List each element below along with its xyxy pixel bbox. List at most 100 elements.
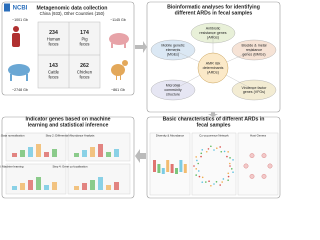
- analysis-title: Bioinformatic analyses for identifying: [167, 4, 260, 10]
- size-label: ~861 Gb: [111, 88, 125, 92]
- indicator-title: learning and statistical inference: [28, 122, 109, 128]
- pig-icon: [109, 33, 129, 48]
- network-node: [200, 152, 203, 155]
- host-node: [249, 174, 255, 179]
- sub-panel-title: Co-occurrence Network: [199, 134, 229, 138]
- arrow: [208, 112, 218, 117]
- network-node: [229, 162, 231, 165]
- network-node: [210, 184, 212, 187]
- characteristics-title: fecal samples: [196, 122, 230, 128]
- network-node: [201, 181, 204, 183]
- step-label: Step 2: Differential Abundance Analysis: [46, 134, 95, 138]
- arrow: [135, 149, 146, 163]
- cell-label: Chicken: [77, 70, 93, 75]
- step-glyph: [90, 180, 95, 190]
- item-label: resistance: [246, 48, 262, 52]
- sub-panel: [237, 132, 279, 196]
- network-node: [195, 168, 198, 170]
- cell-label: feces: [79, 42, 89, 47]
- step-glyph: [36, 177, 41, 190]
- step-glyph: [74, 153, 79, 157]
- step-glyph: [82, 150, 87, 157]
- logo-icon: [4, 3, 10, 12]
- host-node: [261, 153, 267, 158]
- indicator-title: Indicator genes based on machine: [25, 116, 110, 122]
- step-glyph: [36, 144, 41, 157]
- box-glyph: [166, 160, 170, 172]
- network-node: [195, 174, 197, 176]
- graphical-abstract: NCBI Metagenomic data collection China (…: [0, 1, 281, 199]
- network-node: [198, 175, 201, 178]
- host-node: [249, 153, 255, 158]
- item-label: Antibiotic: [206, 27, 221, 31]
- cell-label: Pig: [81, 37, 88, 42]
- center-label: determinants: [203, 66, 224, 70]
- center-label: (ARDs): [207, 70, 219, 74]
- network-node: [210, 145, 212, 148]
- step-glyph: [20, 150, 25, 157]
- box-glyph: [170, 164, 174, 173]
- item-label: Virulence factor: [242, 86, 268, 90]
- network-node: [220, 150, 223, 153]
- step-glyph: [90, 147, 95, 157]
- host-node: [243, 163, 249, 169]
- logo: NCBI: [13, 6, 28, 12]
- step-glyph: [52, 182, 57, 190]
- network-node: [208, 180, 210, 183]
- cell-count: 174: [80, 30, 89, 36]
- center-label: AMR risk: [206, 62, 221, 66]
- cell-label: feces: [48, 75, 58, 80]
- sub-panel: [149, 132, 191, 196]
- step-glyph: [28, 147, 33, 157]
- size-label: ~1145 Gb: [110, 18, 126, 22]
- step-glyph: [114, 149, 119, 157]
- step-glyph: [12, 153, 17, 157]
- human-icon: [12, 26, 20, 47]
- item-label: community: [164, 88, 182, 92]
- item-label: resistance genes: [199, 31, 226, 35]
- item-label: genes (VFGs): [243, 90, 265, 94]
- collection-title: Metagenomic data collection: [37, 5, 108, 11]
- host-node: [261, 174, 267, 179]
- item-label: (MGEs): [167, 52, 179, 56]
- network-node: [229, 165, 231, 167]
- size-label: ~1001 Gb: [12, 18, 28, 22]
- step-label: Step 1: Data normalization: [0, 134, 25, 138]
- network-node: [215, 181, 218, 183]
- box-glyph: [179, 160, 183, 172]
- network-node: [213, 183, 215, 185]
- collection-subtitle: China (933), Other Countries (150): [40, 11, 105, 16]
- network-node: [230, 168, 233, 170]
- step-glyph: [98, 144, 103, 157]
- network-node: [227, 151, 229, 153]
- item-label: elements: [166, 48, 181, 52]
- step-glyph: [52, 149, 57, 157]
- box-glyph: [153, 160, 156, 172]
- network-node: [201, 149, 204, 151]
- step-glyph: [82, 183, 87, 190]
- sub-panel-title: Diversity & Abundance: [156, 134, 185, 138]
- step-glyph: [28, 180, 33, 190]
- cell-count: 234: [49, 30, 58, 36]
- network-node: [216, 147, 218, 150]
- network-node: [201, 176, 204, 179]
- analysis-title: different ARDs in fecal samples: [175, 10, 253, 16]
- step-glyph: [44, 185, 49, 190]
- step-glyph: [44, 152, 49, 157]
- network-node: [193, 165, 195, 167]
- network-node: [207, 148, 210, 150]
- network-node: [232, 171, 234, 173]
- step-glyph: [114, 182, 119, 190]
- step-glyph: [20, 183, 25, 190]
- box-glyph: [157, 164, 161, 173]
- network-node: [197, 162, 199, 165]
- item-label: genes (BMGs): [242, 52, 265, 56]
- step-glyph: [106, 152, 111, 157]
- network-node: [205, 181, 207, 183]
- network-node: [226, 155, 228, 158]
- network-node: [221, 181, 223, 183]
- network-node: [205, 150, 208, 153]
- box-glyph: [175, 168, 178, 174]
- network-node: [195, 156, 197, 158]
- network-node: [227, 179, 229, 181]
